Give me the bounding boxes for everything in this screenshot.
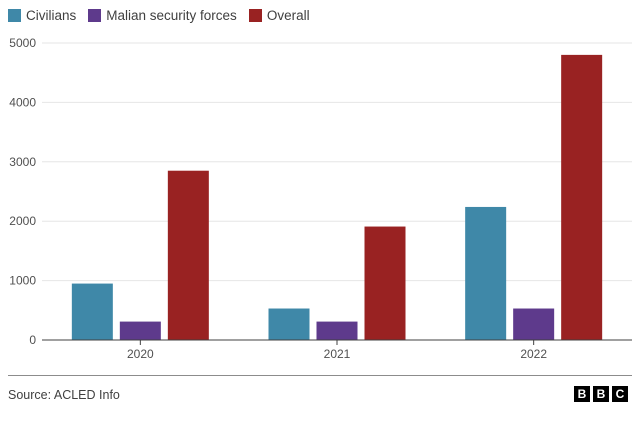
bar-civilians-2022	[465, 206, 507, 340]
legend-swatch-malian-security-forces	[88, 9, 102, 22]
source-note: Source: ACLED Info	[8, 388, 120, 402]
x-tick-label: 2021	[324, 347, 351, 361]
bbc-logo-letter: B	[574, 386, 590, 402]
x-tick-label: 2022	[520, 347, 547, 361]
y-tick-label: 5000	[9, 36, 36, 50]
bar-civilians-2020	[71, 283, 113, 340]
bar-overall-2020	[167, 170, 209, 340]
bar-malian-security-forces-2022	[513, 308, 555, 340]
footer-divider	[8, 375, 632, 376]
bar-chart: 0 1000 2000 3000 4000 5000 2020 2021 2022	[9, 36, 632, 361]
legend-item-overall: Overall	[248, 8, 310, 23]
legend-item-civilians: Civilians	[8, 8, 76, 23]
bar-malian-security-forces-2020	[119, 321, 161, 340]
bar-overall-2021	[364, 226, 406, 340]
y-tick-label: 0	[29, 333, 36, 347]
legend-item-malian-security-forces: Malian security forces	[88, 8, 237, 23]
legend-label-malian-security-forces: Malian security forces	[106, 8, 237, 23]
x-tick-label: 2020	[127, 347, 154, 361]
legend-label-overall: Overall	[266, 8, 310, 23]
bbc-logo: B B C	[571, 386, 628, 402]
legend: Civilians Malian security forces Overall	[8, 8, 322, 23]
bbc-logo-letter: B	[593, 386, 609, 402]
bar-overall-2022	[561, 54, 603, 340]
legend-swatch-civilians	[8, 9, 21, 22]
legend-label-civilians: Civilians	[26, 8, 77, 23]
bar-malian-security-forces-2021	[316, 321, 358, 340]
bbc-logo-letter: C	[612, 386, 628, 402]
y-tick-label: 4000	[9, 95, 36, 109]
y-tick-label: 2000	[9, 214, 36, 228]
bar-civilians-2021	[268, 308, 310, 340]
y-tick-label: 3000	[9, 155, 36, 169]
y-tick-label: 1000	[9, 274, 36, 288]
legend-swatch-overall	[248, 9, 262, 22]
